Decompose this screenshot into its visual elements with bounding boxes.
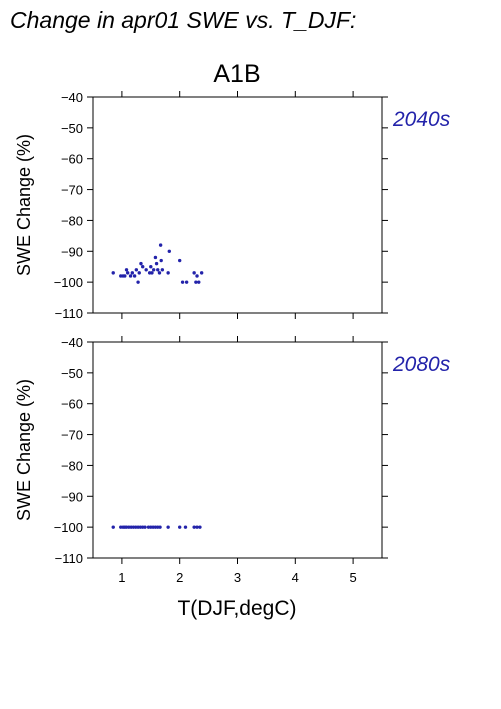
data-point (157, 271, 162, 275)
data-point (178, 525, 182, 529)
y-axis-label: SWE Change (%) (14, 379, 34, 521)
x-tick-label: 4 (292, 570, 299, 585)
y-tick-label: −50 (61, 121, 83, 136)
period-label: 2080s (392, 353, 451, 376)
data-point (159, 258, 163, 263)
x-tick-label: 3 (234, 570, 241, 585)
data-point (183, 525, 188, 529)
y-tick-label: −80 (61, 213, 83, 228)
data-point (143, 525, 147, 529)
data-point (128, 274, 133, 278)
data-point (167, 249, 171, 253)
data-point (194, 280, 198, 284)
data-point (111, 525, 115, 529)
data-point (184, 280, 189, 284)
plot-frame (92, 96, 383, 314)
data-point (192, 271, 196, 275)
data-point (130, 271, 135, 275)
data-point (111, 271, 115, 275)
y-tick-label: −40 (61, 335, 83, 350)
data-point (150, 271, 154, 275)
data-point (158, 243, 163, 247)
page-title: Change in apr01 SWE vs. T_DJF: (10, 7, 356, 33)
y-tick-label: −90 (61, 489, 83, 504)
data-point (195, 274, 199, 278)
data-point (192, 525, 196, 529)
data-point (166, 271, 170, 275)
data-point (158, 525, 162, 529)
data-point (139, 261, 143, 266)
data-point (123, 274, 127, 278)
data-point (195, 525, 199, 529)
x-tick-label: 1 (118, 570, 125, 585)
x-axis-label: T(DJF,degC) (177, 597, 296, 620)
y-tick-label: −110 (55, 306, 83, 321)
data-point (124, 268, 129, 272)
y-tick-label: −60 (61, 397, 83, 412)
y-tick-label: −90 (61, 244, 83, 259)
y-tick-label: −70 (61, 183, 83, 198)
y-tick-label: −80 (61, 458, 83, 473)
x-tick-label: 5 (349, 570, 356, 585)
y-tick-label: −40 (61, 90, 83, 105)
y-axis-label: SWE Change (%) (14, 134, 34, 276)
data-point (125, 271, 130, 275)
x-tick-label: 2 (176, 570, 183, 585)
data-point (136, 280, 140, 284)
y-tick-label: −110 (55, 551, 83, 566)
data-point (149, 265, 153, 269)
data-point (160, 268, 165, 272)
scatter-panel-2040s: −40 −50 −60 −70 −80 −90 −100 −110 SWE Change (%)… (14, 90, 451, 321)
data-point (144, 268, 148, 272)
data-point (153, 255, 158, 260)
data-point (199, 271, 204, 275)
data-point (154, 261, 159, 266)
data-point (198, 525, 202, 529)
data-point (180, 280, 185, 284)
figure-title: A1B (213, 60, 260, 88)
y-tick-label: −70 (61, 428, 83, 443)
y-tick-label: −100 (54, 275, 83, 290)
data-point (156, 268, 160, 272)
y-tick-label: −50 (61, 366, 83, 381)
data-point (141, 265, 145, 269)
data-point (137, 271, 141, 275)
data-point (166, 525, 170, 529)
y-tick-label: −100 (54, 520, 83, 535)
panels: −40 −50 −60 −70 −80 −90 −100 −110 SWE Change (%)… (14, 90, 451, 585)
data-point (132, 274, 137, 278)
y-tick-label: −60 (61, 152, 83, 167)
data-point (134, 268, 139, 272)
data-point (178, 258, 182, 263)
data-point (197, 280, 201, 284)
period-label: 2040s (392, 108, 451, 131)
scatter-panel-2080s: −40 −50 −60 −70 −80 −90 −100 −110 1 2 3 4 5 SWE Chang… (14, 335, 451, 585)
data-point (151, 268, 156, 272)
